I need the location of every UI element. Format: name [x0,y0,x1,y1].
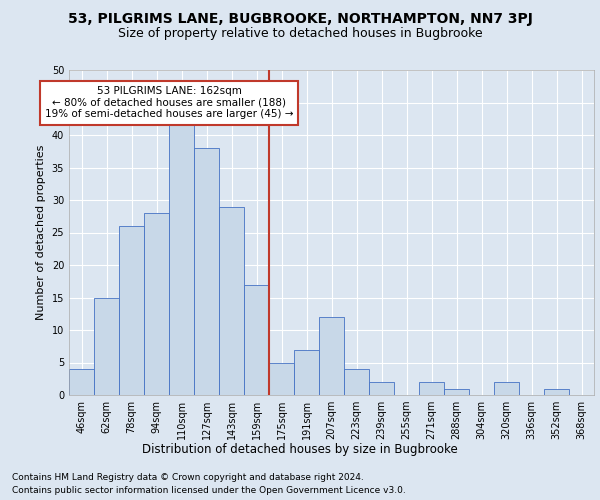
Bar [169,122,194,395]
Text: Distribution of detached houses by size in Bugbrooke: Distribution of detached houses by size … [142,442,458,456]
Text: 53 PILGRIMS LANE: 162sqm
← 80% of detached houses are smaller (188)
19% of semi-: 53 PILGRIMS LANE: 162sqm ← 80% of detach… [45,86,293,120]
Bar [219,206,244,395]
Bar [494,382,519,395]
Bar [369,382,394,395]
Bar [319,317,344,395]
Bar [344,369,369,395]
Bar [144,213,169,395]
Bar [94,298,119,395]
Text: 53, PILGRIMS LANE, BUGBROOKE, NORTHAMPTON, NN7 3PJ: 53, PILGRIMS LANE, BUGBROOKE, NORTHAMPTO… [68,12,532,26]
Text: Contains HM Land Registry data © Crown copyright and database right 2024.: Contains HM Land Registry data © Crown c… [12,472,364,482]
Text: Size of property relative to detached houses in Bugbrooke: Size of property relative to detached ho… [118,28,482,40]
Bar [294,350,319,395]
Bar [444,388,469,395]
Y-axis label: Number of detached properties: Number of detached properties [36,145,46,320]
Bar [69,369,94,395]
Bar [244,284,269,395]
Text: Contains public sector information licensed under the Open Government Licence v3: Contains public sector information licen… [12,486,406,495]
Bar [194,148,219,395]
Bar [119,226,144,395]
Bar [419,382,444,395]
Bar [269,362,294,395]
Bar [544,388,569,395]
